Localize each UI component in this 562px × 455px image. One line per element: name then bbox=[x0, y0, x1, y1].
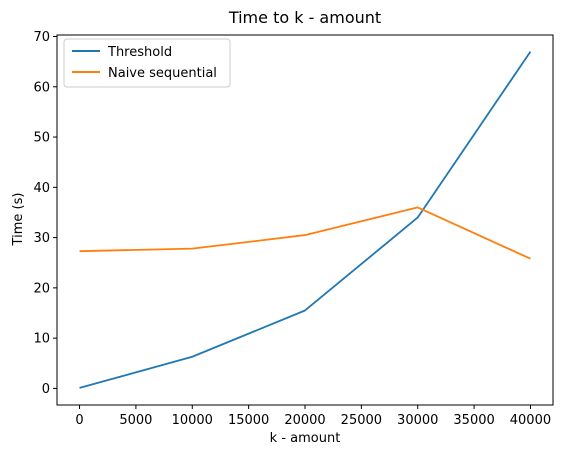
series-line-threshold bbox=[79, 51, 532, 389]
y-axis-ticks: 0 10 20 30 40 50 60 70 bbox=[33, 30, 57, 397]
y-tick-label: 10 bbox=[33, 332, 50, 347]
x-tick-label: 5000 bbox=[119, 413, 152, 428]
series-line-naive-sequential bbox=[79, 206, 531, 260]
plot-area: 0 5000 10000 15000 20000 25000 30000 35000 40000… bbox=[33, 30, 554, 428]
plot-frame bbox=[56, 34, 554, 406]
y-tick-label: 40 bbox=[33, 181, 50, 196]
legend: Threshold Naive sequential bbox=[63, 38, 231, 88]
x-tick-label: 15000 bbox=[228, 413, 269, 428]
chart-title: Time to k - amount bbox=[228, 8, 381, 27]
x-axis-label: k - amount bbox=[270, 431, 341, 446]
series-lines bbox=[79, 51, 532, 389]
y-tick-label: 70 bbox=[33, 30, 50, 45]
x-tick-label: 0 bbox=[75, 413, 83, 428]
legend-box bbox=[63, 38, 231, 88]
legend-label-threshold: Threshold bbox=[107, 45, 172, 60]
x-tick-label: 35000 bbox=[453, 413, 494, 428]
y-tick-label: 50 bbox=[33, 131, 50, 146]
legend-label-naive-sequential: Naive sequential bbox=[108, 66, 217, 81]
x-tick-label: 10000 bbox=[172, 413, 213, 428]
x-axis-ticks: 0 5000 10000 15000 20000 25000 30000 35000 40000 bbox=[75, 405, 551, 428]
x-tick-label: 40000 bbox=[510, 413, 551, 428]
x-tick-label: 25000 bbox=[341, 413, 382, 428]
y-axis-label: Time (s) bbox=[11, 193, 26, 247]
x-tick-label: 20000 bbox=[284, 413, 325, 428]
y-tick-label: 30 bbox=[33, 231, 50, 246]
x-tick-label: 30000 bbox=[397, 413, 438, 428]
y-tick-label: 60 bbox=[33, 80, 50, 95]
y-tick-label: 0 bbox=[42, 382, 50, 397]
y-tick-label: 20 bbox=[33, 281, 50, 296]
